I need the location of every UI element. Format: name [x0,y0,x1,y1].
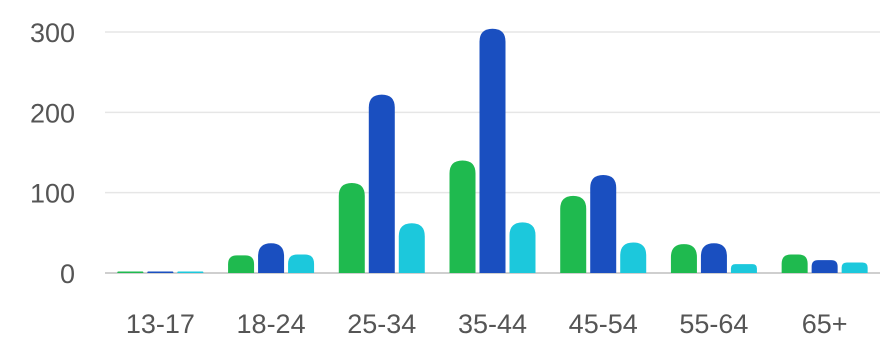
bar-13-17-series-3 [177,271,204,273]
bar-13-17-series-2 [147,271,174,273]
bar-35-44-series-3 [509,222,536,273]
x-category-label: 65+ [802,309,848,339]
bar-45-54-series-3 [620,242,647,273]
y-tick-label: 0 [60,259,75,289]
bar-13-17-series-1 [117,271,144,273]
x-category-label: 25-34 [347,309,416,339]
y-tick-label: 300 [30,18,75,48]
x-category-label: 35-44 [458,309,527,339]
y-tick-label: 100 [30,179,75,209]
x-category-label: 55-64 [679,309,748,339]
y-tick-label: 200 [30,98,75,128]
bar-18-24-series-1 [228,255,255,273]
bar-55-64-series-2 [700,243,727,273]
bar-55-64-series-3 [730,264,757,273]
bar-45-54-series-1 [560,195,587,273]
bar-55-64-series-1 [670,244,697,273]
bar-25-34-series-3 [398,223,425,273]
bar-65+-series-3 [841,262,868,273]
y-axis-tick-labels: 0 100 200 300 [30,18,75,289]
bar-65+-series-1 [781,254,808,273]
bar-35-44-series-1 [449,160,476,273]
bar-45-54-series-2 [590,174,617,273]
x-axis-category-labels: 13-17 18-24 25-34 35-44 45-54 55-64 65+ [126,309,848,339]
x-category-label: 45-54 [569,309,638,339]
bar-35-44-series-2 [479,28,506,273]
bar-18-24-series-2 [258,243,285,273]
x-category-label: 13-17 [126,309,195,339]
bar-25-34-series-2 [368,94,395,273]
bar-25-34-series-1 [338,183,365,273]
bar-18-24-series-3 [288,254,315,273]
x-category-label: 18-24 [237,309,306,339]
bars [117,28,868,273]
bar-65+-series-2 [811,260,838,273]
